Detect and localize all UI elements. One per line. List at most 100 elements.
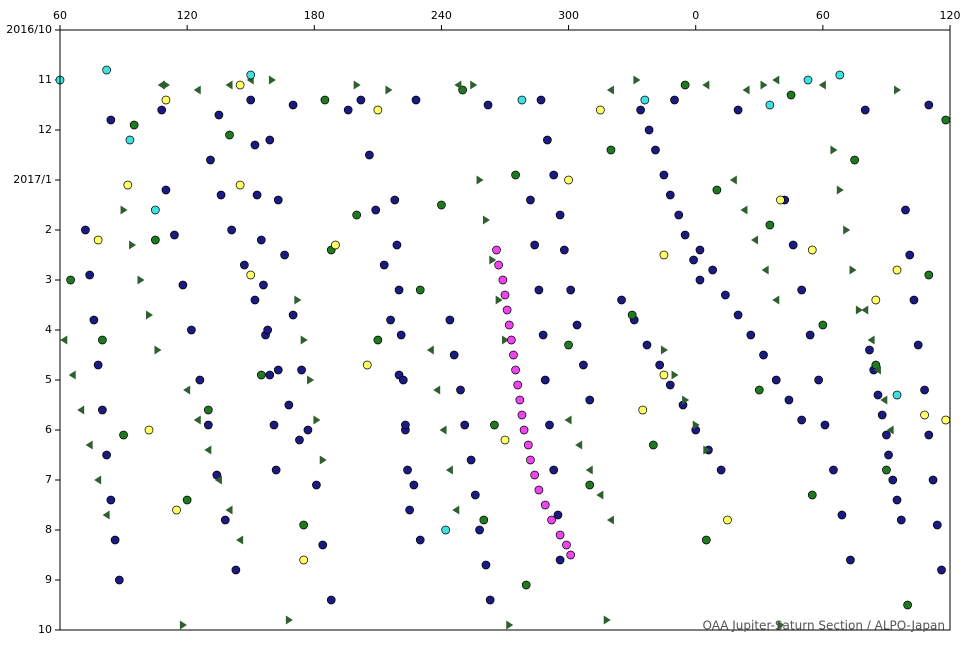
circle-point (689, 255, 698, 265)
circle-point (932, 520, 942, 530)
circle-point (470, 490, 480, 500)
y-tick-label: 7 (45, 473, 52, 486)
triangle-right-point (495, 295, 503, 305)
circle-point (564, 175, 573, 185)
circle-point (814, 375, 823, 385)
circle-point (231, 565, 241, 575)
triangle-left-point (94, 475, 102, 485)
circle-point (498, 275, 508, 285)
circle-point (483, 100, 493, 110)
circle-point (538, 330, 548, 340)
triangle-left-point (193, 85, 201, 95)
circle-point (235, 80, 245, 90)
triangle-right-point (855, 305, 863, 315)
circle-point (888, 475, 898, 485)
circle-point (449, 350, 459, 360)
circle-point (674, 210, 684, 220)
circle-point (670, 95, 679, 105)
x-tick-label: 0 (692, 9, 699, 22)
circle-point (807, 245, 817, 255)
triangle-left-point (729, 175, 737, 185)
circle-point (562, 540, 571, 550)
circle-point (797, 415, 807, 425)
circle-point (513, 380, 523, 390)
circle-point (511, 365, 520, 375)
circle-point (297, 365, 306, 375)
circle-point (680, 80, 690, 90)
y-tick-label: 12 (38, 123, 52, 136)
triangle-left-point (564, 415, 572, 425)
circle-point (392, 240, 402, 250)
triangle-right-point (682, 395, 690, 405)
x-tick-label: 240 (431, 9, 452, 22)
triangle-right-point (268, 75, 276, 85)
circle-point (151, 235, 160, 245)
circle-point (627, 310, 637, 320)
circle-point (225, 130, 234, 140)
triangle-left-point (426, 345, 434, 355)
triangle-right-point (313, 415, 321, 425)
circle-point (98, 335, 107, 345)
circle-point (566, 550, 576, 560)
triangle-right-point (506, 620, 514, 630)
triangle-right-point (633, 75, 641, 85)
x-tick-label: 120 (177, 9, 198, 22)
circle-point (547, 515, 556, 525)
y-tick-label: 4 (45, 323, 52, 336)
circle-point (892, 495, 902, 505)
circle-point (509, 350, 518, 360)
circle-point (708, 265, 718, 275)
circle-point (93, 235, 103, 245)
circle-point (312, 480, 321, 490)
triangle-left-point (183, 385, 191, 395)
y-tick-label: 8 (45, 523, 52, 536)
y-tick-label: 5 (45, 373, 52, 386)
circle-point (299, 555, 309, 565)
circle-point (89, 315, 99, 325)
circle-point (534, 285, 544, 295)
circle-point (504, 320, 514, 330)
circle-point (523, 440, 533, 450)
circle-point (256, 370, 266, 380)
triangle-left-point (439, 425, 447, 435)
circle-point (659, 370, 669, 380)
circle-point (460, 420, 470, 430)
circle-point (485, 595, 495, 605)
triangle-right-point (162, 80, 170, 90)
triangle-left-point (761, 265, 769, 275)
circle-point (564, 340, 573, 350)
circle-point (901, 205, 910, 215)
triangle-left-point (433, 385, 441, 395)
circle-point (273, 195, 283, 205)
y-tick-label: 2 (45, 223, 52, 236)
triangle-left-point (606, 85, 614, 95)
circle-point (701, 535, 711, 545)
circle-point (648, 440, 658, 450)
circle-point (517, 95, 527, 105)
circle-point (403, 465, 412, 475)
circle-point (536, 95, 546, 105)
circle-point (805, 330, 815, 340)
triangle-right-point (146, 310, 153, 320)
circle-point (545, 420, 554, 430)
circle-point (481, 560, 491, 570)
circle-point (157, 105, 167, 115)
triangle-right-point (154, 345, 162, 355)
x-tick-label: 60 (816, 9, 830, 22)
triangle-right-point (285, 615, 293, 625)
circle-point (479, 515, 489, 525)
triangle-left-point (772, 295, 780, 305)
circle-point (394, 285, 404, 295)
circle-point (865, 345, 874, 355)
circle-point (877, 410, 887, 420)
circle-point (362, 360, 372, 370)
triangle-left-point (596, 490, 604, 500)
triangle-left-point (585, 465, 593, 475)
circle-point (882, 465, 891, 475)
x-tick-label: 180 (304, 9, 325, 22)
circle-point (585, 480, 595, 490)
circle-point (733, 310, 743, 320)
triangle-right-point (760, 80, 768, 90)
circle-point (203, 405, 213, 415)
circle-point (151, 205, 160, 215)
